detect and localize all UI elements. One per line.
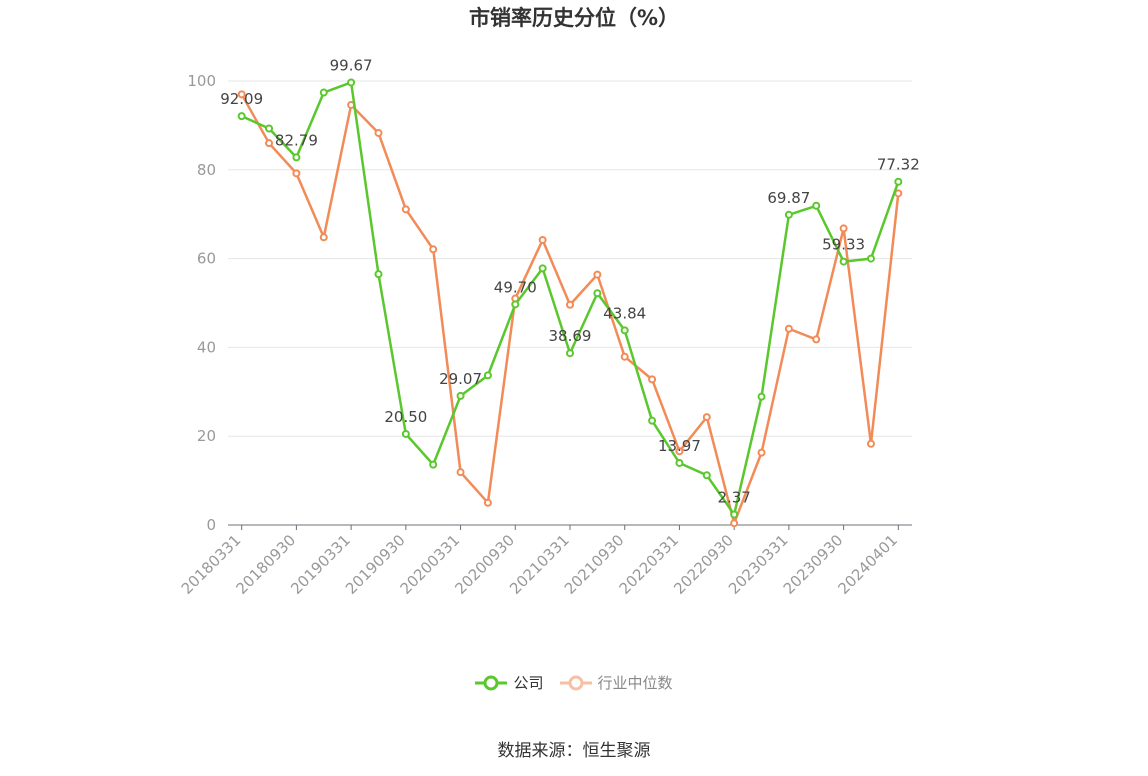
data-label: 69.87 (767, 189, 810, 207)
data-point-industry (757, 448, 766, 457)
legend: 公司 行业中位数 (0, 672, 1148, 693)
data-point-company (566, 349, 574, 358)
legend-industry-label: 行业中位数 (597, 674, 673, 692)
data-label: 2.37 (717, 488, 750, 506)
data-point-company (593, 289, 602, 298)
data-label: 77.32 (877, 156, 920, 174)
chart-plot: 0204060801002018033120180930201903312019… (178, 56, 920, 598)
data-point-company (866, 254, 875, 263)
data-label: 82.79 (275, 131, 318, 149)
data-label: 38.69 (549, 327, 592, 345)
data-point-company (319, 88, 328, 97)
data-point-company (757, 392, 766, 401)
data-point-industry (839, 224, 848, 233)
y-tick-label: 40 (197, 338, 216, 356)
data-label: 59.33 (822, 236, 865, 254)
data-label: 43.84 (603, 304, 646, 322)
y-tick-label: 0 (206, 516, 216, 534)
data-point-industry (538, 235, 547, 244)
data-point-company (620, 326, 629, 335)
series-layer (237, 78, 903, 528)
data-point-industry (648, 375, 657, 384)
data-point-company (812, 201, 821, 210)
data-point-company (456, 391, 465, 400)
data-point-company (429, 460, 438, 469)
data-point-company (839, 257, 848, 266)
data-point-company (374, 270, 383, 279)
data-label: 99.67 (330, 56, 373, 74)
data-label: 13.97 (658, 437, 701, 455)
legend-company-line-icon (475, 675, 508, 690)
y-tick-label: 60 (197, 250, 216, 268)
data-point-company (702, 471, 711, 480)
grid-lines (228, 80, 912, 437)
legend-company-label: 公司 (513, 674, 544, 692)
data-labels: 92.09 82.79 99.67 20.50 29.07 49.70 38.69 43.84… (220, 56, 920, 506)
data-point-company (675, 458, 684, 467)
data-label: 29.07 (439, 370, 482, 388)
y-tick-label: 100 (187, 72, 216, 90)
legend-industry-line-icon (559, 675, 592, 690)
y-tick-label: 20 (197, 427, 216, 445)
data-point-industry (812, 335, 821, 344)
data-point-industry (702, 413, 711, 422)
data-label: 92.09 (220, 90, 263, 108)
data-point-company (538, 264, 547, 273)
data-point-company (483, 371, 492, 380)
data-point-industry (483, 498, 492, 507)
data-point-company (347, 78, 356, 87)
data-point-company (292, 153, 301, 162)
data-point-industry (374, 128, 383, 137)
data-label: 20.50 (384, 408, 427, 426)
series-line-company (241, 81, 900, 516)
data-point-industry (866, 439, 875, 448)
data-point-company (265, 124, 274, 133)
data-point-industry (265, 139, 274, 148)
x-tick-label: 20240401 (834, 531, 901, 598)
data-point-industry (675, 447, 684, 456)
data-point-company (511, 300, 520, 309)
data-point-industry (593, 270, 602, 279)
data-point-industry (401, 205, 410, 214)
data-point-company (648, 416, 657, 425)
data-point-industry (456, 468, 465, 477)
data-point-industry (784, 324, 793, 333)
legend-item-company[interactable]: 公司 (475, 672, 544, 693)
data-label: 49.70 (494, 278, 537, 296)
data-point-industry (319, 233, 328, 242)
data-point-company (237, 112, 246, 121)
legend-item-industry[interactable]: 行业中位数 (559, 672, 673, 693)
data-point-industry (237, 90, 246, 99)
data-point-industry (566, 300, 574, 309)
data-point-industry (429, 245, 438, 254)
chart-title: 市销率历史分位（%） (468, 6, 680, 30)
data-point-industry (620, 352, 629, 361)
y-tick-label: 80 (197, 161, 216, 179)
data-point-company (894, 177, 903, 186)
data-point-industry (730, 519, 739, 528)
data-source-note: 数据来源：恒生聚源 (497, 741, 651, 761)
data-point-company (401, 429, 410, 438)
data-point-company (730, 510, 739, 519)
data-point-industry (292, 169, 301, 178)
data-point-company (784, 210, 793, 219)
